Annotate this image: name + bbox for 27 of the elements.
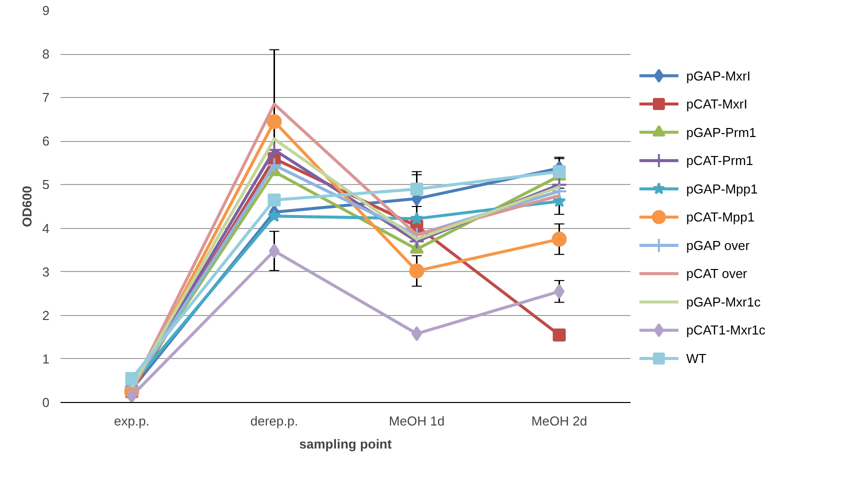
x-tick-label: MeOH 2d [531, 414, 588, 428]
y-tick-label: 5 [42, 177, 50, 192]
legend-label: pCAT over [686, 266, 748, 282]
legend-label: pCAT-Mpp1 [686, 210, 755, 225]
y-tick-label: 0 [42, 395, 50, 410]
legend-label: pGAP-Mxr1c [686, 294, 762, 310]
y-tick-label: 3 [42, 264, 50, 280]
legend-label: pCAT-MxrI [686, 96, 748, 112]
y-tick-label: 7 [42, 90, 50, 106]
x-axis-title: sampling point [299, 436, 392, 452]
legend-label: pGAP-Mpp1 [686, 181, 758, 196]
y-tick-label: 8 [42, 46, 50, 62]
y-tick-label: 4 [42, 220, 50, 236]
x-tick-label: MeOH 1d [388, 414, 445, 428]
legend-label: pGAP-MxrI [686, 68, 750, 84]
legend-label: pCAT-Prm1 [686, 153, 754, 168]
legend-label: WT [686, 351, 706, 366]
legend-label: pGAP over [686, 238, 750, 253]
x-tick-label: derep.p. [250, 414, 298, 428]
y-axis-title: OD600 [19, 186, 34, 228]
y-tick-label: 9 [42, 3, 50, 18]
x-tick-label: exp.p. [114, 414, 150, 428]
legend-label: pGAP-Prm1 [686, 124, 756, 140]
y-tick-label: 1 [42, 351, 50, 366]
y-tick-label: 2 [42, 308, 50, 323]
legend-label: pCAT1-Mxr1c [686, 322, 766, 338]
y-tick-label: 6 [42, 134, 50, 149]
